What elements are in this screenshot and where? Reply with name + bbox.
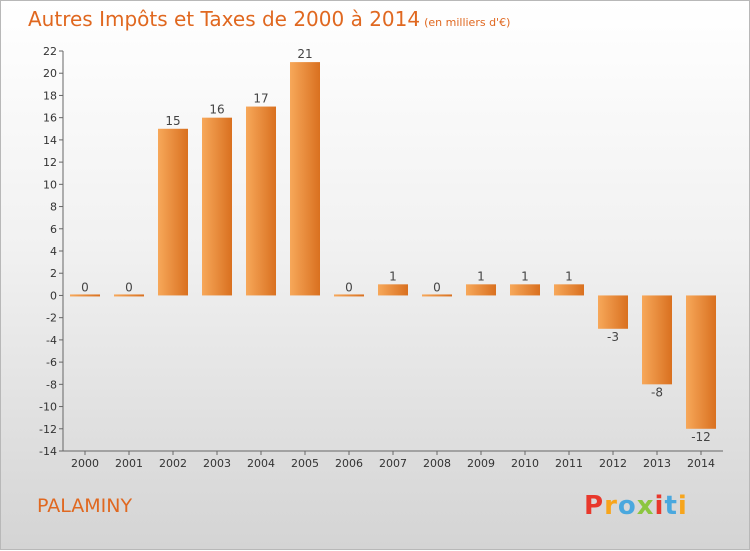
x-tick-label: 2003 bbox=[203, 457, 231, 470]
bar-value-label: 0 bbox=[125, 280, 133, 294]
brand-letter: t bbox=[664, 491, 678, 521]
bar-2001 bbox=[114, 294, 144, 297]
chart-data-labels: 0 0 15 16 17 21 0 1 0 1 1 1 -3 -8 -12 bbox=[81, 47, 711, 444]
x-tick-label: 2007 bbox=[379, 457, 407, 470]
brand-logo[interactable]: Proxiti bbox=[584, 491, 688, 521]
bar-2007 bbox=[378, 284, 408, 296]
bar-2006 bbox=[334, 294, 364, 297]
bar-value-label: 17 bbox=[253, 92, 268, 106]
bar-2000 bbox=[70, 294, 100, 297]
y-tick-label: 8 bbox=[50, 201, 57, 214]
y-tick-label: -6 bbox=[46, 356, 57, 369]
y-tick-label: 2 bbox=[50, 267, 57, 280]
bar-2008 bbox=[422, 294, 452, 297]
brand-letter: r bbox=[604, 491, 618, 521]
x-tick-label: 2013 bbox=[643, 457, 671, 470]
commune-name: PALAMINY bbox=[37, 495, 133, 517]
x-tick-label: 2002 bbox=[159, 457, 187, 470]
y-tick-label: 18 bbox=[43, 89, 57, 102]
bar-2012 bbox=[598, 295, 628, 329]
bar-2003 bbox=[202, 117, 232, 296]
y-tick-label: -14 bbox=[39, 445, 57, 458]
chart-bars bbox=[70, 62, 716, 429]
bar-2009 bbox=[466, 284, 496, 296]
bar-2002 bbox=[158, 128, 188, 296]
brand-letter: i bbox=[654, 491, 665, 521]
bar-value-label: -8 bbox=[651, 385, 663, 399]
x-tick-label: 2004 bbox=[247, 457, 275, 470]
x-tick-label: 2000 bbox=[71, 457, 99, 470]
bar-value-label: -3 bbox=[607, 330, 619, 344]
y-tick-label: 20 bbox=[43, 67, 57, 80]
x-tick-label: 2011 bbox=[555, 457, 583, 470]
y-tick-label: 10 bbox=[43, 178, 57, 191]
bar-value-label: 1 bbox=[565, 269, 573, 283]
bar-2005 bbox=[290, 62, 320, 296]
y-tick-label: -12 bbox=[39, 423, 57, 436]
x-tick-label: 2012 bbox=[599, 457, 627, 470]
brand-letter: i bbox=[677, 491, 688, 521]
x-tick-label: 2014 bbox=[687, 457, 715, 470]
x-tick-label: 2005 bbox=[291, 457, 319, 470]
bar-value-label: 1 bbox=[477, 269, 485, 283]
chart-title: Autres Impôts et Taxes de 2000 à 2014 (en… bbox=[28, 7, 510, 31]
bar-2014 bbox=[686, 295, 716, 429]
bar-2011 bbox=[554, 284, 584, 296]
y-tick-label: 22 bbox=[43, 45, 57, 58]
bar-value-label: 21 bbox=[297, 47, 312, 61]
chart-subtitle: (en milliers d'€) bbox=[424, 16, 511, 29]
x-tick-label: 2006 bbox=[335, 457, 363, 470]
y-tick-label: 12 bbox=[43, 156, 57, 169]
x-tick-label: 2010 bbox=[511, 457, 539, 470]
bar-value-label: 1 bbox=[389, 269, 397, 283]
brand-letter: o bbox=[617, 491, 637, 521]
bar-2010 bbox=[510, 284, 540, 296]
x-tick-label: 2001 bbox=[115, 457, 143, 470]
bar-value-label: 15 bbox=[165, 114, 180, 128]
brand-letter: x bbox=[636, 491, 655, 521]
chart-title-text: Autres Impôts et Taxes de 2000 à 2014 bbox=[28, 7, 421, 31]
y-tick-label: -4 bbox=[46, 334, 57, 347]
brand-letter: P bbox=[584, 491, 605, 521]
y-tick-label: -10 bbox=[39, 401, 57, 414]
bar-value-label: 1 bbox=[521, 269, 529, 283]
y-tick-label: 14 bbox=[43, 134, 57, 147]
y-tick-label: 16 bbox=[43, 112, 57, 125]
y-tick-label: 6 bbox=[50, 223, 57, 236]
bar-value-label: 0 bbox=[433, 280, 441, 294]
y-tick-label: 0 bbox=[50, 289, 57, 302]
bar-2004 bbox=[246, 106, 276, 296]
bar-2013 bbox=[642, 295, 672, 385]
bar-value-label: 16 bbox=[209, 103, 224, 117]
chart-axes: -14-12-10-8-6-4-202468101214161820222000… bbox=[39, 45, 723, 470]
x-tick-label: 2009 bbox=[467, 457, 495, 470]
bar-value-label: 0 bbox=[345, 280, 353, 294]
y-tick-label: -8 bbox=[46, 378, 57, 391]
y-tick-label: -2 bbox=[46, 312, 57, 325]
y-tick-label: 4 bbox=[50, 245, 57, 258]
bar-value-label: -12 bbox=[691, 430, 711, 444]
x-tick-label: 2008 bbox=[423, 457, 451, 470]
bar-value-label: 0 bbox=[81, 280, 89, 294]
